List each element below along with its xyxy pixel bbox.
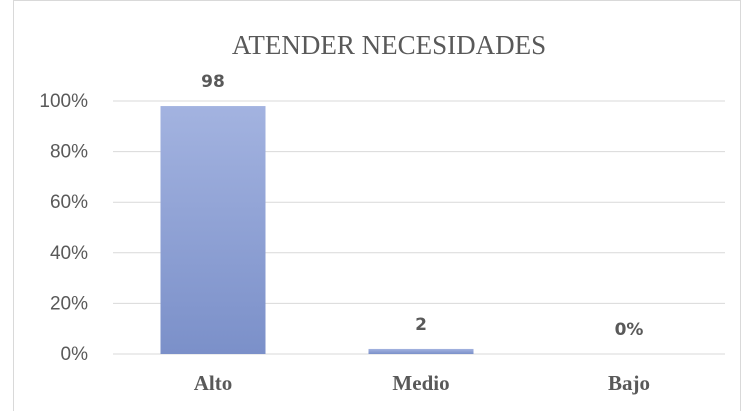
y-tick-label: 40%: [50, 243, 88, 264]
chart-title: ATENDER NECESIDADES: [232, 30, 546, 60]
x-tick-label: Bajo: [608, 371, 650, 395]
y-tick-label: 80%: [50, 142, 88, 163]
y-tick-label: 60%: [50, 192, 88, 213]
y-tick-label: 0%: [61, 344, 89, 365]
data-label: 2: [415, 315, 427, 335]
bar: [368, 348, 474, 354]
x-tick-label: Alto: [194, 371, 233, 395]
data-label: 98: [201, 72, 225, 92]
bar: [160, 106, 266, 354]
y-tick-label: 20%: [50, 293, 88, 314]
chart-border: [13, 0, 741, 411]
x-tick-label: Medio: [392, 371, 449, 395]
y-tick-label: 100%: [39, 91, 88, 112]
data-label: 0%: [615, 320, 644, 340]
